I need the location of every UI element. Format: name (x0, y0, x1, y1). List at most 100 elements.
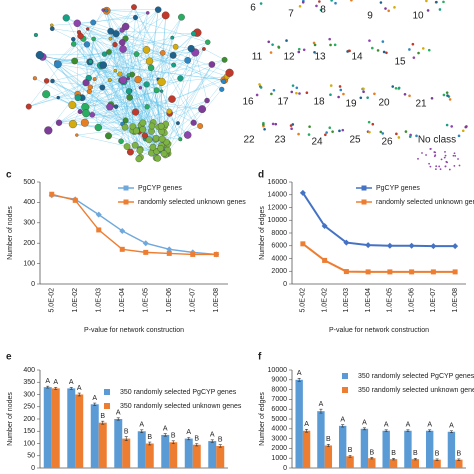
network-node (202, 47, 206, 51)
cluster-node (439, 168, 442, 171)
network-node (71, 36, 76, 42)
panel-label: c (6, 170, 12, 181)
significance-letter: A (304, 421, 309, 428)
network-node (94, 123, 103, 132)
error-bar (195, 443, 199, 447)
x-axis-label: P-value for network construction (329, 327, 429, 334)
significance-letter: A (116, 410, 121, 417)
network-edge (98, 79, 225, 128)
cluster-node (426, 9, 430, 12)
cluster-node (448, 168, 451, 171)
significance-letter: B (435, 451, 440, 458)
bar (382, 430, 390, 468)
cluster-node (259, 86, 263, 89)
network-node (55, 119, 63, 126)
x-tick-label: 1.0E-05 (143, 288, 150, 313)
cluster-node (291, 84, 295, 87)
cluster-node (464, 125, 468, 129)
y-tick-label: 2000 (271, 268, 287, 275)
error-bar (413, 458, 417, 461)
cluster-node (341, 128, 345, 132)
significance-letter: B (326, 436, 331, 443)
significance-letter: B (413, 450, 418, 457)
point (213, 251, 219, 257)
network-node (73, 19, 81, 27)
cluster-node (359, 96, 363, 100)
cluster-node (438, 165, 441, 168)
network-node (53, 60, 62, 69)
y-tick-label: 300 (23, 220, 35, 227)
network-node (71, 41, 77, 47)
network-node (154, 154, 162, 162)
network-node (161, 11, 170, 20)
bar (360, 428, 369, 468)
network-node (125, 88, 132, 95)
network-node (50, 23, 54, 28)
x-tick-label: 1.0E-02 (72, 288, 79, 313)
cluster-node (408, 94, 411, 98)
series-line (51, 194, 217, 256)
network-node (49, 26, 55, 32)
cluster-label: 20 (378, 98, 390, 109)
bar (43, 387, 52, 468)
network-edge (58, 79, 139, 123)
cluster-label: 18 (313, 97, 325, 108)
cluster-node (453, 152, 456, 155)
network-edge (131, 74, 133, 131)
network-edge (137, 12, 148, 80)
point (409, 269, 415, 275)
cluster-node (338, 129, 341, 133)
network-edge (125, 76, 227, 121)
network-edge (138, 52, 163, 159)
y-tick-label: 10000 (268, 217, 288, 224)
network-node (119, 45, 127, 53)
point (72, 197, 78, 203)
network-edge (55, 12, 148, 63)
network-node (80, 118, 89, 127)
point (321, 222, 328, 229)
cluster-label: 12 (283, 52, 295, 63)
y-axis-label: Number of edges (259, 392, 266, 446)
cluster-node (313, 50, 316, 54)
network-node (43, 78, 50, 84)
network-node (190, 119, 197, 126)
network-edge (161, 48, 205, 132)
bar (338, 425, 347, 468)
cluster-node (385, 51, 388, 55)
cluster-node (446, 161, 449, 164)
network-node (87, 84, 93, 90)
network-edge (39, 54, 134, 127)
bar (67, 388, 76, 468)
network-edge (42, 56, 75, 62)
y-tick-label: 2000 (271, 445, 287, 452)
cluster-node (333, 43, 337, 47)
bar (455, 459, 463, 468)
y-tick-label: 400 (23, 199, 35, 206)
cluster-node (328, 126, 332, 129)
cluster-label: 9 (367, 11, 373, 22)
x-tick-label: 1.0E-03 (343, 288, 350, 313)
cluster-label: 16 (242, 97, 254, 108)
bar (447, 431, 456, 468)
panel-label: f (258, 352, 262, 363)
y-tick-label: 0 (31, 465, 35, 472)
cluster-node (445, 123, 449, 127)
bar (122, 438, 131, 468)
significance-letter: A (53, 379, 58, 386)
network-node (82, 109, 90, 118)
bar (425, 430, 434, 468)
y-tick-label: 3000 (271, 435, 287, 442)
network-node (139, 126, 147, 133)
cluster-node (379, 1, 383, 4)
cluster-label: 7 (288, 9, 294, 20)
cluster-node (298, 92, 301, 95)
legend-label: randomly selected unknown genes (376, 199, 474, 206)
network-node (91, 36, 96, 42)
network-edge (57, 64, 162, 83)
error-bar (428, 429, 432, 433)
cluster-node (318, 0, 321, 3)
cluster-node (417, 157, 419, 160)
network-node (160, 150, 168, 157)
network-node (143, 81, 150, 88)
point (119, 227, 126, 234)
